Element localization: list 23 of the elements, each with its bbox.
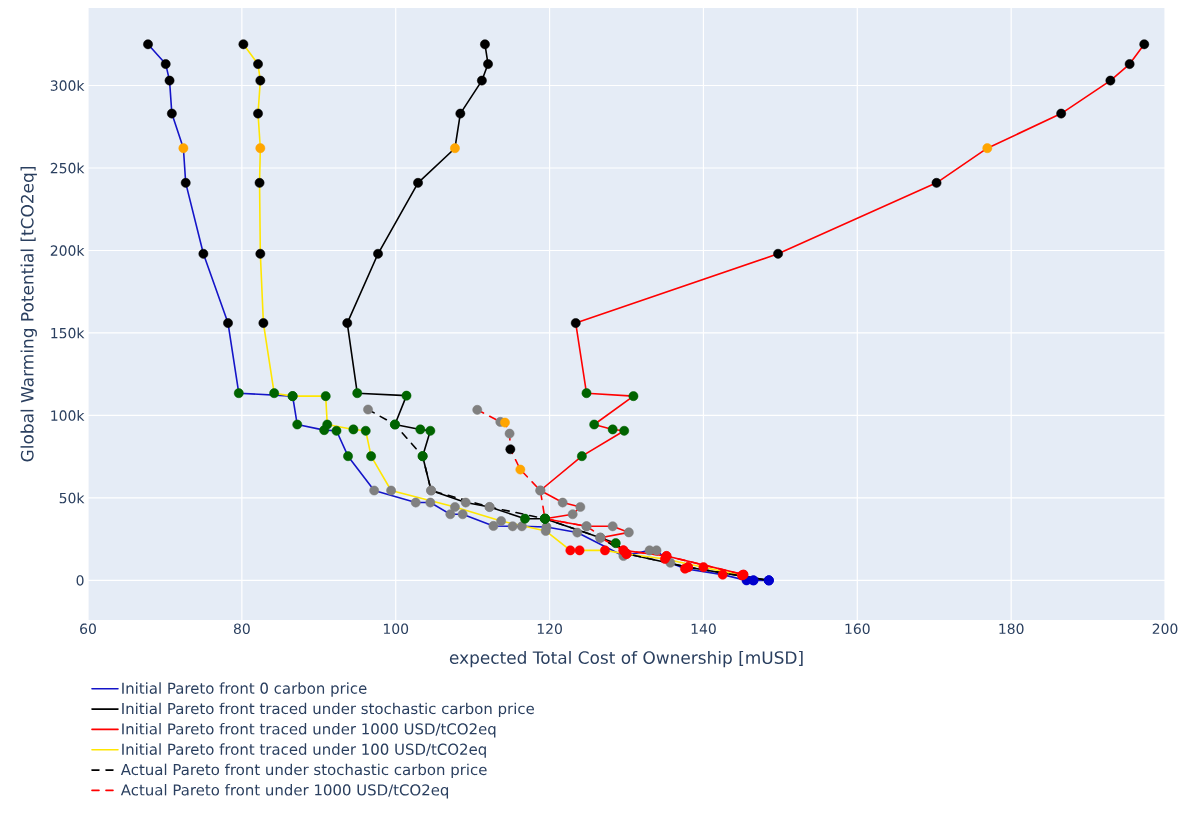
x-axis-title: expected Total Cost of Ownership [mUSD] [449,650,803,668]
y-axis-title: Global Warming Potential [tCO2eq] [20,167,37,462]
y-tick-label: 300k [50,80,85,91]
x-tick-label: 80 [233,623,250,635]
legend-label: Initial Pareto front traced under 1000 USD/tCO2eq [122,723,496,738]
y-tick-label: 0 [76,575,84,586]
y-tick-label: 100k [51,410,85,421]
legend-label: Actual Pareto front under 1000 USD/tCO2eq [120,784,449,799]
legend-label: Initial Pareto front traced under stochastic carbon price [122,702,534,718]
y-tick-label: 250k [50,162,85,174]
x-tick-label: 180 [999,623,1024,635]
x-tick-label: 200 [1152,623,1178,635]
x-tick-label: 140 [691,623,716,635]
x-tick-label: 120 [537,623,562,635]
x-tick-label: 160 [845,623,870,635]
legend-label: Initial Pareto front 0 carbon price [122,682,367,697]
x-tick-label: 100 [383,623,409,635]
y-tick-label: 50k [59,492,85,504]
legend-label: Actual Pareto front under stochastic carbon price [120,763,487,779]
legend-label: Initial Pareto front traced under 100 USD/tCO2eq [122,743,486,758]
y-tick-label: 150k [51,327,85,339]
x-tick-label: 60 [80,623,96,635]
y-tick-label: 200k [50,245,85,256]
